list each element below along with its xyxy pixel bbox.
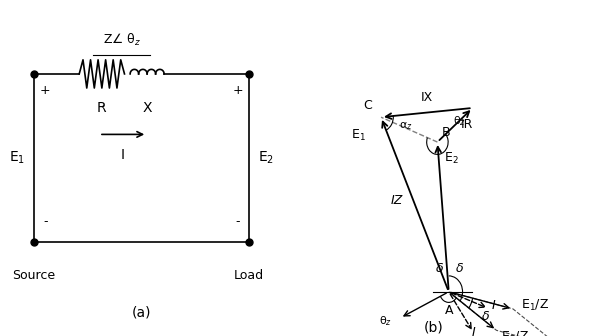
Text: B: B: [442, 126, 451, 138]
Text: +: +: [40, 84, 51, 97]
Text: Source: Source: [13, 269, 55, 282]
Text: IZ: IZ: [390, 195, 403, 207]
Text: I: I: [121, 148, 125, 162]
Text: C: C: [363, 99, 372, 112]
Text: -: -: [43, 215, 48, 228]
Text: IX: IX: [421, 91, 433, 104]
Text: θ$_z$: θ$_z$: [379, 314, 393, 328]
Text: (b): (b): [424, 320, 443, 334]
Text: (a): (a): [132, 305, 151, 320]
Text: IR: IR: [461, 119, 474, 131]
Text: R: R: [97, 100, 107, 115]
Text: +: +: [232, 84, 243, 97]
Text: δ: δ: [436, 262, 444, 275]
Text: E$_1$: E$_1$: [9, 150, 25, 166]
Text: Load: Load: [234, 269, 264, 282]
Text: I: I: [492, 299, 496, 312]
Text: δ: δ: [456, 262, 464, 275]
Text: Z∠ θ$_z$: Z∠ θ$_z$: [102, 32, 141, 48]
Text: δ: δ: [482, 310, 489, 323]
Text: θ$_z$: θ$_z$: [453, 114, 466, 128]
Text: α$_z$: α$_z$: [399, 120, 413, 132]
Text: -: -: [235, 215, 240, 228]
Text: X: X: [143, 100, 152, 115]
Text: E$_1$: E$_1$: [351, 128, 365, 143]
Text: E$_2$/Z: E$_2$/Z: [501, 330, 529, 336]
Text: E$_1$/Z: E$_1$/Z: [521, 298, 549, 313]
Text: E$_2$: E$_2$: [258, 150, 274, 166]
Text: E$_2$: E$_2$: [444, 151, 458, 166]
Text: A: A: [444, 304, 453, 317]
Text: I: I: [472, 327, 476, 336]
